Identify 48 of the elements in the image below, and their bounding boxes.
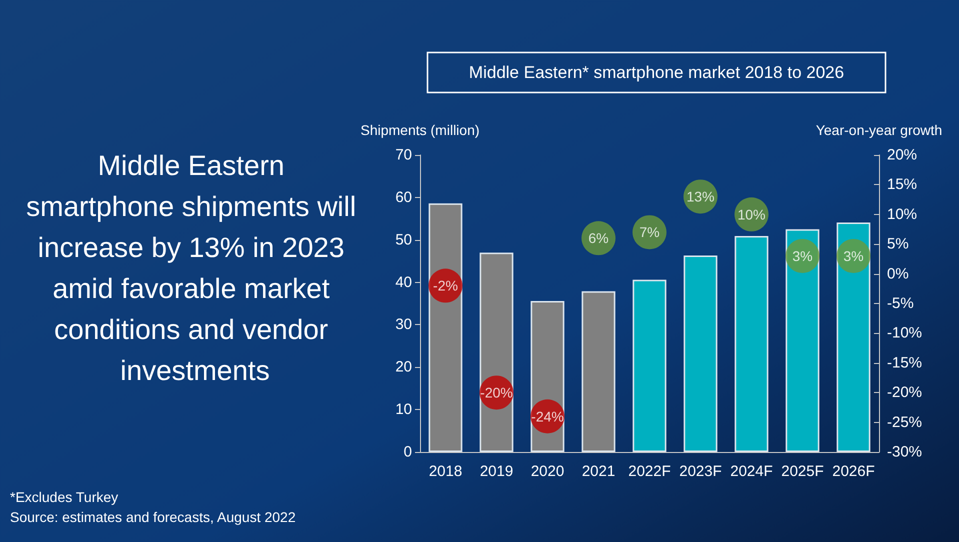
y2-tick-label: 15% — [887, 176, 918, 194]
data-label: 10% — [737, 206, 766, 222]
data-label: 13% — [686, 188, 715, 205]
y2-tick-label: -20% — [887, 384, 922, 402]
data-label: -2% — [433, 278, 458, 294]
x-tick-label: 2019 — [480, 463, 514, 480]
y2-tick-label: 0% — [887, 265, 909, 282]
y-tick-label: 40 — [395, 274, 412, 291]
y-tick-label: 30 — [395, 316, 412, 334]
y-tick-label: 0 — [404, 444, 412, 460]
data-label: -20% — [480, 384, 513, 401]
x-tick-label: 2023F — [679, 463, 722, 480]
text: Middle Eastern smartphone shipments will increase by 13% in 2023 amid favorable market conditions and vendor investments — [26, 150, 364, 386]
y-axis-title: Shipments (million) — [360, 122, 480, 138]
data-label: 7% — [639, 224, 660, 240]
data-label: 3% — [792, 248, 813, 264]
source-note: Source: estimates and forecasts, August 2022 — [10, 509, 296, 525]
y2-tick-label: 10% — [887, 206, 918, 223]
data-label: 6% — [588, 230, 609, 246]
y2-tick-label: -15% — [887, 354, 922, 372]
y2-tick-label: -10% — [887, 324, 922, 342]
y2-tick-label: -25% — [887, 414, 922, 431]
x-tick-label: 2021 — [582, 463, 616, 480]
y2-tick-label: -5% — [887, 295, 914, 312]
y-tick-label: 60 — [395, 188, 412, 206]
y2-tick-label: -30% — [887, 444, 922, 460]
chart-title: Middle Eastern* smartphone market 2018 to 2026 — [468, 63, 844, 82]
bar — [428, 203, 462, 452]
y-tick-label: 10 — [395, 401, 412, 418]
x-tick-label: 2018 — [428, 463, 462, 480]
bar — [582, 291, 616, 452]
bar — [734, 236, 768, 452]
x-tick-label: 2024F — [730, 463, 773, 480]
data-label: 3% — [843, 248, 864, 264]
y-tick-label: 20 — [395, 358, 412, 376]
y2-axis-title: Year-on-year growth — [816, 122, 942, 138]
y-tick-label: 50 — [395, 231, 412, 248]
x-tick-label: 2022F — [628, 463, 671, 480]
text: *Excludes Turkey — [10, 489, 118, 505]
x-tick-label: 2026F — [832, 463, 875, 480]
data-label: -24% — [531, 408, 564, 424]
bar — [684, 256, 718, 452]
x-tick-label: 2025F — [781, 463, 824, 480]
y2-tick-label: 20% — [887, 146, 918, 164]
y2-tick-label: 5% — [887, 236, 909, 253]
bar — [632, 280, 666, 452]
y-tick-label: 70 — [395, 146, 412, 164]
x-tick-label: 2020 — [530, 463, 564, 480]
